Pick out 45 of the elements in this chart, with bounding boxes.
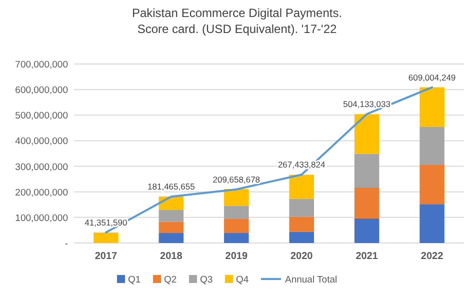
bar	[224, 189, 249, 206]
data-label: 609,004,249	[408, 72, 456, 82]
bar	[289, 232, 314, 243]
bar	[158, 210, 184, 222]
data-label: 181,465,655	[148, 182, 196, 192]
legend-label: Q3	[200, 274, 213, 286]
bar	[420, 165, 444, 204]
chart-title: Pakistan Ecommerce Digital Payments.	[132, 6, 342, 20]
bar	[354, 154, 380, 188]
bar	[354, 188, 380, 218]
y-tick-label: -	[64, 238, 68, 250]
bar	[420, 126, 444, 166]
bar	[420, 204, 444, 243]
data-label: 209,658,678	[212, 174, 260, 184]
x-tick-label: 2019	[225, 251, 248, 262]
bar	[94, 232, 118, 243]
x-tick-label: 2021	[356, 251, 378, 262]
bar	[224, 206, 249, 219]
y-tick-label: 400,000,000	[15, 136, 68, 148]
y-tick-label: 600,000,000	[15, 85, 68, 96]
x-tick-label: 2022	[420, 251, 444, 262]
y-tick-label: 300,000,000	[15, 162, 68, 173]
legend-label: Q1	[128, 274, 141, 286]
data-label: 504,133,033	[343, 99, 391, 110]
x-tick-label: 2017	[94, 251, 118, 262]
x-tick-label: 2018	[160, 251, 183, 262]
bar	[354, 114, 380, 154]
bar	[289, 174, 314, 199]
bar	[354, 218, 380, 243]
y-tick-label: 500,000,000	[15, 110, 68, 122]
y-tick-label: 700,000,000	[15, 60, 68, 70]
bar	[289, 198, 314, 217]
bar	[420, 87, 444, 127]
bar	[158, 233, 184, 243]
legend-label: Q4	[236, 274, 249, 286]
bar	[224, 233, 249, 243]
bar	[224, 218, 249, 234]
bar	[158, 222, 184, 234]
legend-label: Annual Total	[285, 274, 338, 286]
x-tick-label: 2020	[290, 251, 314, 262]
legend-label: Q2	[164, 274, 177, 286]
chart-subtitle: Score card. (USD Equivalent). '17-'22	[137, 22, 337, 36]
y-tick-label: 100,000,000	[15, 212, 68, 224]
y-tick-label: 200,000,000	[15, 187, 68, 198]
bar	[289, 216, 314, 232]
